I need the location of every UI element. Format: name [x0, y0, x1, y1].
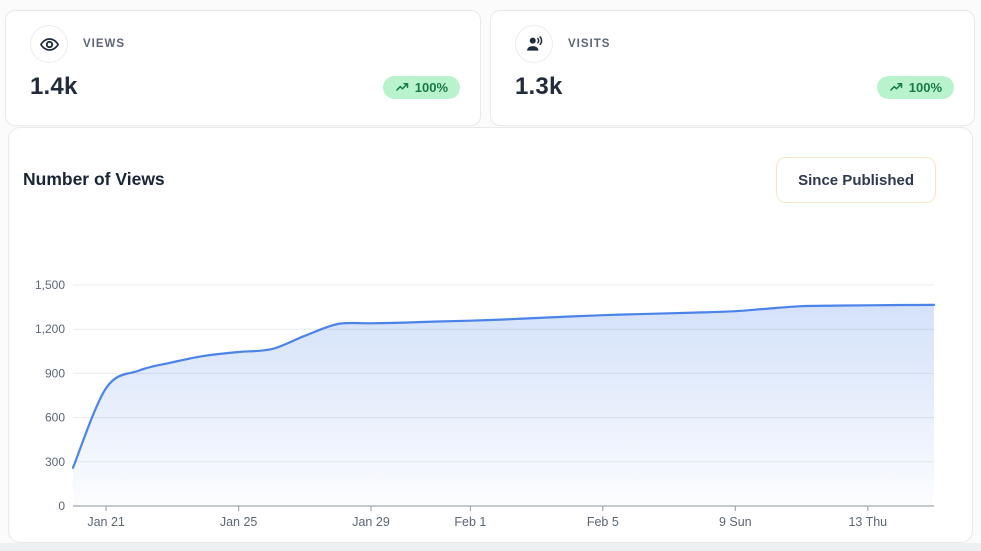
x-tick-label: Feb 1 — [454, 515, 486, 529]
page-background-strip — [0, 543, 981, 551]
views-value: 1.4k — [30, 73, 78, 100]
x-tick-label: Feb 5 — [587, 515, 619, 529]
views-area-chart: 0 300 600 900 1,200 1,500 Jan 21 Jan 25 Jan 29 Fe… — [35, 278, 936, 529]
views-stat-card: VIEWS 1.4k 100% — [5, 10, 481, 126]
trending-up-icon — [395, 80, 410, 95]
y-tick-label: 1,200 — [35, 322, 65, 336]
visits-stat-card: VISITS 1.3k 100% — [490, 10, 975, 126]
trend-line — [71, 303, 936, 469]
since-published-button[interactable]: Since Published — [776, 157, 936, 203]
visits-trend-badge: 100% — [876, 75, 954, 99]
views-label: VIEWS — [83, 38, 126, 50]
visits-label: VISITS — [568, 38, 611, 50]
y-tick-label: 0 — [58, 499, 65, 513]
chart-title: Number of Views — [23, 169, 165, 189]
x-tick-label: 13 Thu — [848, 515, 887, 529]
views-chart-card: Number of Views Since Published 0 300 600 9… — [8, 127, 973, 543]
y-tick-label: 600 — [45, 411, 65, 425]
views-trend-value: 100% — [414, 79, 448, 95]
visitor-icon — [515, 25, 553, 63]
y-tick-label: 300 — [45, 455, 65, 469]
views-trend-badge: 100% — [382, 75, 460, 99]
area-fill — [73, 304, 934, 506]
views-card-header: VIEWS — [30, 25, 460, 63]
x-tick-label: Jan 29 — [352, 515, 390, 529]
trending-up-icon — [889, 80, 904, 95]
visits-value: 1.3k — [515, 73, 563, 100]
y-tick-label: 1,500 — [35, 278, 65, 292]
x-tick-label: 9 Sun — [719, 515, 752, 529]
visits-card-header: VISITS — [515, 25, 954, 63]
y-tick-label: 900 — [45, 366, 65, 380]
x-tick-label: Jan 25 — [220, 515, 258, 529]
visits-trend-value: 100% — [908, 79, 942, 95]
eye-icon — [30, 25, 68, 63]
x-tick-label: Jan 21 — [87, 515, 125, 529]
